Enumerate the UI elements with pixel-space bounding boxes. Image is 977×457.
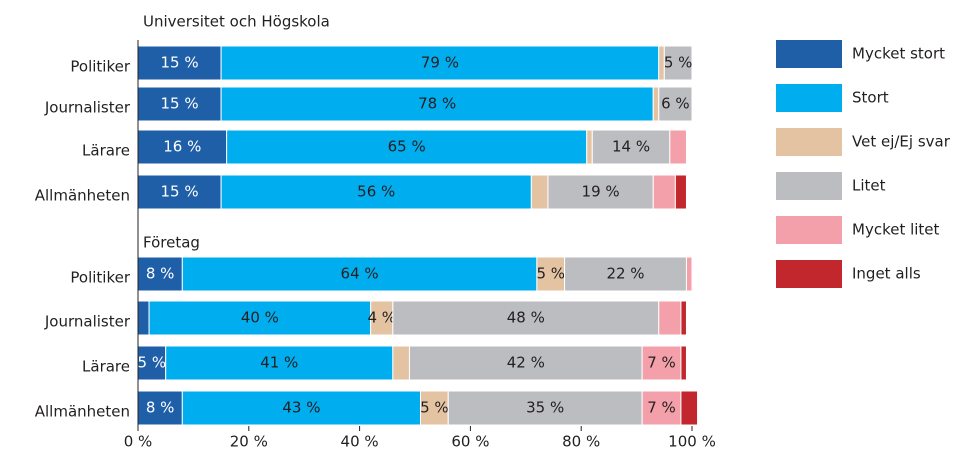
bar-segment — [447, 390, 643, 426]
y-tick-label: Allmänheten — [35, 187, 130, 205]
bar-segment — [165, 345, 394, 381]
data-label: 48 % — [507, 309, 545, 327]
data-label: 5 % — [536, 265, 565, 283]
x-tick-label: 100 % — [668, 433, 716, 451]
group-title: Företag — [143, 234, 200, 252]
data-label: 15 % — [160, 95, 198, 113]
legend-swatch — [776, 40, 842, 68]
bar-segment — [181, 390, 422, 426]
data-label: 5 % — [420, 399, 449, 417]
data-label: 79 % — [421, 54, 459, 72]
bar-segment — [530, 174, 549, 210]
y-tick-label: Lärare — [82, 358, 130, 376]
bar-segment — [641, 345, 682, 381]
bar-segment — [137, 129, 228, 165]
data-label: 15 % — [160, 183, 198, 201]
y-tick-label: Journalister — [44, 99, 131, 117]
bar-segment — [674, 174, 687, 210]
bar-segment — [680, 300, 687, 336]
bar-segment — [220, 86, 654, 122]
data-label: 5 % — [138, 354, 167, 372]
data-label: 42 % — [507, 354, 545, 372]
bar-segment — [586, 129, 593, 165]
data-label: 6 % — [661, 95, 690, 113]
legend-label: Mycket litet — [852, 221, 940, 239]
y-tick-label: Journalister — [44, 313, 131, 331]
data-label: 56 % — [357, 183, 395, 201]
bar-segment — [536, 256, 566, 292]
legend-label: Stort — [852, 89, 889, 107]
group-title: Universitet och Högskola — [143, 13, 330, 31]
y-tick-label: Lärare — [82, 142, 130, 160]
bar-segment — [669, 129, 687, 165]
bar-segment — [685, 256, 693, 292]
legend-swatch — [776, 128, 842, 156]
data-label: 35 % — [526, 399, 564, 417]
data-label: 40 % — [241, 309, 279, 327]
legend-label: Vet ej/Ej svar — [852, 133, 951, 151]
bar-segment — [220, 45, 660, 81]
y-tick-label: Allmänheten — [35, 403, 130, 421]
x-tick-label: 60 % — [451, 433, 489, 451]
data-label: 19 % — [582, 183, 620, 201]
data-label: 15 % — [160, 54, 198, 72]
data-label: 16 % — [163, 138, 201, 156]
bar-segment — [658, 86, 693, 122]
bar-segment — [220, 174, 532, 210]
legend-swatch — [776, 216, 842, 244]
bar-segment — [392, 300, 660, 336]
data-label: 5 % — [664, 54, 693, 72]
bar-segment — [658, 300, 682, 336]
data-label: 8 % — [146, 399, 175, 417]
bar-segment — [226, 129, 588, 165]
data-label: 4 % — [367, 309, 396, 327]
data-label: 22 % — [606, 265, 644, 283]
legend-swatch — [776, 172, 842, 200]
x-tick-label: 40 % — [341, 433, 379, 451]
data-label: 41 % — [260, 354, 298, 372]
bar-segment — [181, 256, 538, 292]
bar-segment — [641, 390, 682, 426]
bar-segment — [137, 300, 150, 336]
bar-segment — [680, 345, 687, 381]
bar-segment — [137, 345, 167, 381]
data-label: 7 % — [647, 354, 676, 372]
y-tick-label: Politiker — [70, 269, 130, 287]
legend-label: Litet — [852, 177, 886, 195]
bar-segment — [547, 174, 654, 210]
x-tick-label: 80 % — [562, 433, 600, 451]
bar-segment — [137, 174, 222, 210]
legend-swatch — [776, 260, 842, 288]
bar-segment — [137, 45, 222, 81]
data-label: 65 % — [388, 138, 426, 156]
x-tick-label: 0 % — [124, 433, 153, 451]
x-tick-label: 20 % — [230, 433, 268, 451]
bar-segment — [652, 86, 660, 122]
data-label: 43 % — [282, 399, 320, 417]
bar-segment — [137, 256, 183, 292]
bar-segment — [663, 45, 693, 81]
y-tick-label: Politiker — [70, 58, 130, 76]
bar-segment — [652, 174, 676, 210]
bar-segment — [392, 345, 410, 381]
data-label: 64 % — [341, 265, 379, 283]
legend-label: Mycket stort — [852, 45, 945, 63]
bar-segment — [680, 390, 699, 426]
legend-swatch — [776, 84, 842, 112]
data-label: 8 % — [146, 265, 175, 283]
legend-label: Inget alls — [852, 265, 921, 283]
data-label: 78 % — [418, 95, 456, 113]
bar-segment — [591, 129, 671, 165]
data-label: 14 % — [612, 138, 650, 156]
data-label: 7 % — [647, 399, 676, 417]
